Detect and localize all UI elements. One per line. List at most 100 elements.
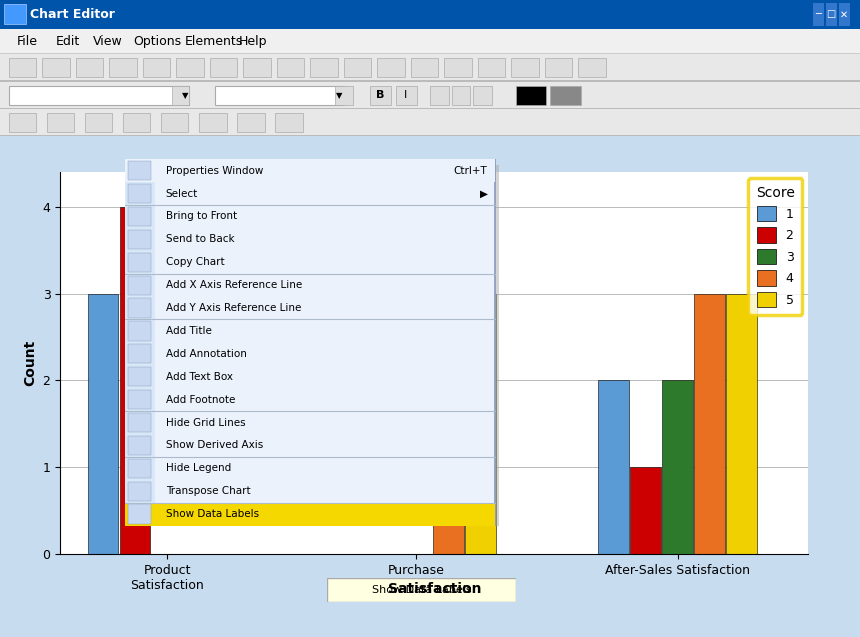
Bar bbox=[172, 85, 189, 105]
Bar bbox=[125, 159, 495, 182]
Bar bbox=[694, 294, 725, 554]
Text: Show Data Labels: Show Data Labels bbox=[166, 509, 259, 519]
Text: Hide Legend: Hide Legend bbox=[166, 463, 231, 473]
Bar bbox=[85, 113, 113, 132]
Text: File: File bbox=[17, 35, 38, 48]
Text: Select: Select bbox=[166, 189, 198, 199]
Text: ▼: ▼ bbox=[181, 90, 188, 100]
Legend: 1, 2, 3, 4, 5: 1, 2, 3, 4, 5 bbox=[748, 178, 802, 315]
Text: Show Data Labels: Show Data Labels bbox=[372, 585, 471, 595]
Bar bbox=[9, 58, 36, 78]
Text: Show Derived Axis: Show Derived Axis bbox=[166, 440, 263, 450]
Text: ▼: ▼ bbox=[336, 90, 343, 100]
Text: ▶: ▶ bbox=[480, 189, 488, 199]
Bar bbox=[0, 108, 860, 109]
Text: ✕: ✕ bbox=[839, 10, 848, 19]
Bar bbox=[0, 135, 860, 136]
Bar bbox=[128, 207, 150, 226]
Y-axis label: Count: Count bbox=[23, 340, 37, 386]
Bar bbox=[0, 53, 860, 54]
Bar bbox=[176, 58, 204, 78]
Bar bbox=[125, 159, 155, 526]
Bar bbox=[0, 80, 860, 82]
Bar bbox=[128, 413, 150, 432]
Bar bbox=[123, 113, 150, 132]
Bar bbox=[444, 58, 471, 78]
Bar bbox=[161, 113, 188, 132]
Bar bbox=[544, 58, 572, 78]
Bar bbox=[199, 113, 226, 132]
Bar bbox=[128, 184, 150, 203]
Text: Add Y Axis Reference Line: Add Y Axis Reference Line bbox=[166, 303, 301, 313]
Text: Add Footnote: Add Footnote bbox=[166, 394, 236, 404]
Bar bbox=[128, 344, 150, 364]
Text: Add X Axis Reference Line: Add X Axis Reference Line bbox=[166, 280, 302, 290]
Bar bbox=[42, 58, 70, 78]
Bar bbox=[599, 380, 629, 554]
Text: Add Text Box: Add Text Box bbox=[166, 372, 233, 382]
Text: Properties Window: Properties Window bbox=[166, 166, 263, 176]
Bar bbox=[143, 58, 170, 78]
Bar bbox=[727, 294, 758, 554]
Bar bbox=[120, 207, 150, 554]
Bar bbox=[128, 298, 150, 318]
Bar bbox=[838, 3, 850, 26]
Bar bbox=[377, 58, 404, 78]
Bar bbox=[277, 58, 304, 78]
Bar bbox=[128, 459, 150, 478]
Bar bbox=[210, 58, 237, 78]
Bar bbox=[4, 4, 26, 24]
Text: Options: Options bbox=[133, 35, 181, 48]
Bar bbox=[109, 58, 137, 78]
Bar bbox=[46, 113, 74, 132]
Text: Help: Help bbox=[239, 35, 267, 48]
Bar bbox=[128, 321, 150, 341]
Bar bbox=[128, 253, 150, 272]
Text: Copy Chart: Copy Chart bbox=[166, 257, 224, 268]
Text: Send to Back: Send to Back bbox=[166, 234, 235, 245]
Bar bbox=[128, 161, 150, 180]
Bar bbox=[410, 58, 438, 78]
Bar bbox=[128, 482, 150, 501]
Bar bbox=[826, 3, 837, 26]
Text: Ctrl+T: Ctrl+T bbox=[454, 166, 488, 176]
Text: Satisfaction: Satisfaction bbox=[388, 582, 481, 596]
Bar bbox=[125, 503, 495, 526]
Bar bbox=[76, 58, 103, 78]
Bar bbox=[662, 380, 693, 554]
Bar bbox=[88, 294, 119, 554]
Bar bbox=[215, 85, 344, 105]
Bar bbox=[343, 58, 371, 78]
Bar bbox=[511, 58, 538, 78]
Bar bbox=[275, 113, 303, 132]
Bar bbox=[370, 85, 391, 105]
Bar bbox=[128, 505, 150, 524]
Bar bbox=[550, 85, 580, 105]
Text: Add Annotation: Add Annotation bbox=[166, 349, 247, 359]
Text: Hide Grid Lines: Hide Grid Lines bbox=[166, 417, 245, 427]
Bar bbox=[237, 113, 265, 132]
Bar bbox=[128, 230, 150, 249]
Text: Elements: Elements bbox=[185, 35, 243, 48]
Text: I: I bbox=[404, 90, 408, 100]
Text: ─: ─ bbox=[815, 10, 820, 19]
Bar bbox=[128, 390, 150, 409]
Text: □: □ bbox=[826, 10, 835, 19]
Bar bbox=[630, 468, 661, 554]
Text: Edit: Edit bbox=[56, 35, 80, 48]
Bar bbox=[9, 113, 36, 132]
Bar bbox=[578, 58, 605, 78]
Text: Add Title: Add Title bbox=[166, 326, 212, 336]
Bar bbox=[433, 380, 464, 554]
Text: Transpose Chart: Transpose Chart bbox=[166, 486, 250, 496]
Bar bbox=[243, 58, 271, 78]
Bar bbox=[335, 85, 353, 105]
Bar bbox=[128, 436, 150, 455]
Text: View: View bbox=[93, 35, 123, 48]
Bar bbox=[452, 85, 470, 105]
Bar bbox=[516, 85, 546, 105]
Text: Bring to Front: Bring to Front bbox=[166, 211, 237, 222]
Bar bbox=[473, 85, 492, 105]
Bar bbox=[396, 85, 417, 105]
Bar bbox=[430, 85, 449, 105]
